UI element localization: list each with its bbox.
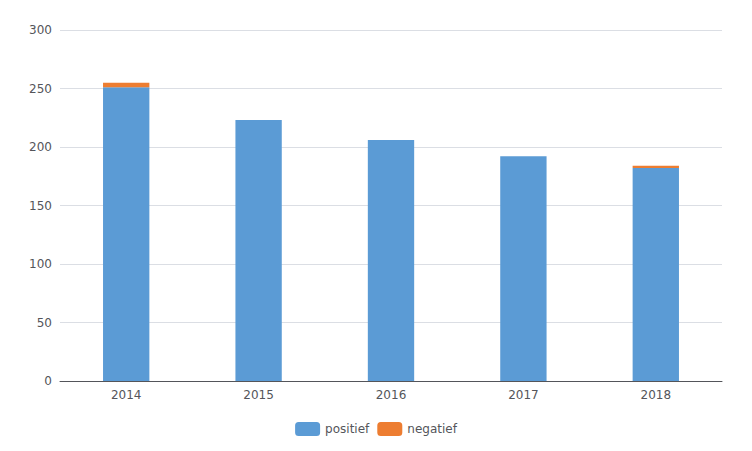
svg-text:positief: positief [325, 422, 370, 436]
svg-text:100: 100 [29, 257, 52, 271]
svg-text:150: 150 [29, 199, 52, 213]
svg-text:50: 50 [37, 316, 52, 330]
svg-text:200: 200 [29, 140, 52, 154]
svg-text:0: 0 [44, 374, 52, 388]
svg-text:250: 250 [29, 82, 52, 96]
svg-text:negatief: negatief [407, 422, 457, 436]
svg-text:2014: 2014 [111, 388, 142, 402]
svg-text:2018: 2018 [641, 388, 672, 402]
svg-text:2016: 2016 [376, 388, 407, 402]
svg-text:300: 300 [29, 23, 52, 37]
svg-text:2017: 2017 [508, 388, 539, 402]
svg-text:2015: 2015 [243, 388, 274, 402]
